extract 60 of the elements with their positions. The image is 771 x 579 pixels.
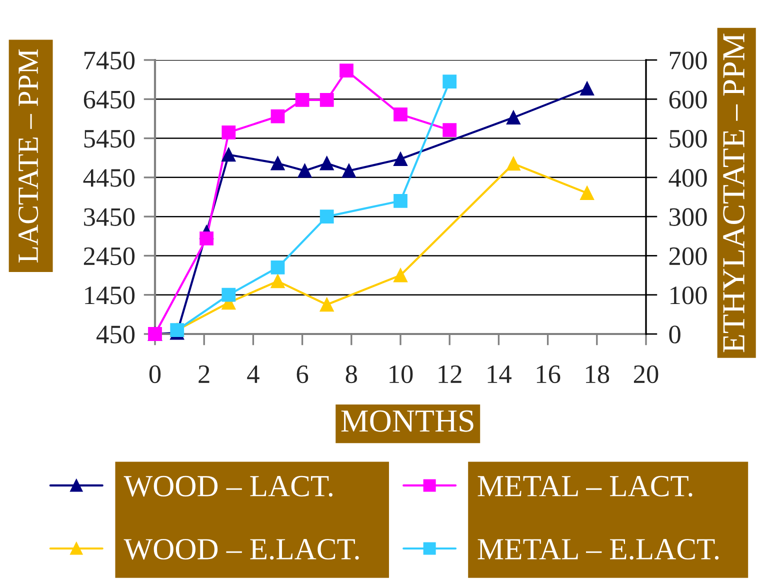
point — [442, 74, 457, 88]
point — [394, 268, 408, 282]
point — [270, 260, 285, 274]
y-tick-label: 2450 — [84, 247, 135, 266]
point — [340, 64, 354, 78]
point — [580, 186, 594, 200]
point — [295, 92, 310, 107]
y-tick-label: 7450 — [84, 52, 135, 70]
y2-tick-label: 200 — [669, 247, 707, 266]
y-tick-label: 4450 — [83, 169, 135, 187]
point — [506, 156, 520, 171]
point — [270, 274, 285, 288]
point — [394, 194, 408, 208]
legend-label: WOOD – E.LACT. — [124, 538, 359, 560]
x-tick-label: 6 — [296, 365, 308, 384]
point — [222, 125, 236, 140]
x-tick-label: 4 — [247, 365, 260, 383]
point — [298, 164, 312, 178]
y-tick-label: 1450 — [85, 286, 135, 304]
point — [320, 298, 334, 312]
y2-tick-label: 500 — [670, 130, 707, 148]
x-tick-label: 20 — [634, 365, 658, 384]
point — [270, 109, 285, 124]
y-tick-label: 3450 — [84, 208, 135, 226]
point — [320, 210, 334, 224]
point — [320, 92, 334, 107]
x-tick-label: 2 — [198, 365, 210, 383]
point — [394, 107, 408, 122]
x-tick-label: 14 — [488, 365, 512, 383]
point — [506, 110, 520, 124]
y-tick-label: 450 — [96, 326, 135, 344]
y2-axis-title: ETHYLACTATE – PPM — [723, 34, 745, 352]
point — [580, 82, 594, 96]
point — [394, 152, 408, 166]
legend-label: WOOD – LACT. — [124, 476, 332, 497]
x-axis-title: MONTHS — [341, 410, 474, 432]
y-tick-label: 5450 — [84, 130, 135, 148]
y-axis-title: LACTATE – PPM — [18, 49, 38, 262]
y2-tick-label: 700 — [670, 52, 707, 70]
y2-tick-label: 300 — [669, 208, 707, 226]
x-tick-label: 8 — [346, 365, 357, 384]
x-tick-label: 12 — [438, 365, 462, 383]
legend-label: METAL – LACT. — [478, 476, 692, 497]
x-tick-label: 10 — [390, 365, 413, 384]
x-tick-label: 16 — [536, 365, 560, 384]
y2-tick-label: 400 — [668, 169, 707, 187]
point — [442, 123, 457, 138]
legend-label: METAL – E.LACT. — [478, 538, 719, 560]
y2-tick-label: 600 — [669, 90, 707, 109]
x-tick-label: 18 — [586, 365, 610, 384]
point — [222, 288, 236, 302]
point — [222, 148, 236, 162]
y2-tick-label: 100 — [670, 286, 707, 304]
point — [270, 156, 285, 170]
point — [342, 164, 356, 178]
y-tick-label: 6450 — [84, 90, 135, 109]
point — [200, 232, 214, 246]
x-tick-label: 0 — [149, 365, 161, 384]
point — [320, 156, 334, 170]
y2-tick-label: 0 — [669, 326, 680, 344]
